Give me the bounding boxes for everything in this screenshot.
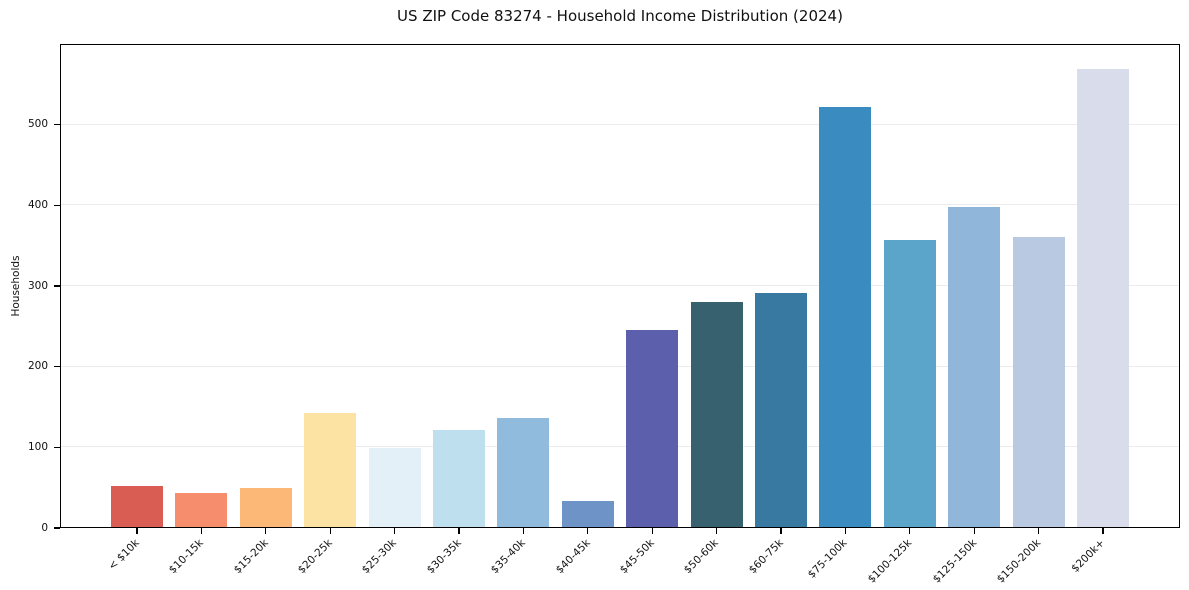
y-tick [53,204,60,206]
bar-40-45k [561,500,614,528]
x-tick [1038,528,1040,534]
x-tick-label-text: $20-25k [295,537,335,577]
x-tick-label-text: $30-35k [424,537,464,577]
y-tick-label: 500 [27,118,48,131]
x-tick [780,528,782,534]
x-tick-label-text: $60-75k [746,537,786,577]
bar-75-100k [819,106,872,528]
x-tick [136,528,138,534]
bar-200k [1077,69,1129,528]
bar-45-50k [626,330,679,528]
x-tick [458,528,460,534]
y-tick [53,527,60,529]
gridline [60,285,1180,286]
x-tick-label-text: $75-100k [806,537,850,581]
bar-100-125k [883,240,936,528]
gridline [60,446,1180,448]
bar-35-40k [497,418,550,528]
chart-title: US ZIP Code 83274 - Household Income Dis… [397,7,843,25]
y-tick [53,366,60,368]
gridline [60,123,1180,125]
x-tick-label-text: $25-30k [359,537,400,577]
x-tick [200,528,202,534]
x-tick-label-text: $150-200k [994,537,1044,586]
x-tick-label-text: $100-125k [865,537,915,586]
x-tick-label-text: $10-15k [166,537,206,577]
x-tick [844,528,846,534]
x-tick-label-text: $200k+ [1069,537,1108,575]
bar-60-75k [755,293,807,528]
bar-150-200k [1012,236,1065,528]
y-tick-label: 0 [41,521,48,534]
x-tick [329,528,331,534]
gridline [60,204,1180,206]
x-tick-label-text: $15-20k [231,537,271,577]
y-tick [53,446,60,448]
x-tick-label-text: $35-40k [488,537,528,577]
bar-50-60k [690,302,743,528]
x-tick [394,528,396,534]
y-tick-label: 300 [27,279,48,292]
x-tick [1102,528,1104,534]
bar-30-35k [433,429,485,528]
x-tick-label-text: $50-60k [681,537,722,577]
x-tick [651,528,653,534]
y-tick-label: 200 [27,360,48,373]
plot-area [60,44,1180,528]
x-tick [265,528,267,534]
bar-10k [111,486,163,528]
y-tick-label: 100 [27,440,48,453]
x-tick [909,528,911,534]
x-tick-label-text: $45-50k [617,537,657,577]
x-tick [522,528,524,534]
x-tick-label-text: $40-45k [553,537,593,577]
x-tick [587,528,589,534]
x-tick-label-text: $125-150k [930,537,979,586]
x-tick [973,528,975,534]
x-tick [716,528,718,534]
bar-20-25k [304,412,357,528]
bar-15-20k [239,487,292,528]
bar-10-15k [175,492,228,528]
bar-125-150k [948,206,1001,528]
bar-25-30k [368,448,421,528]
y-tick-label: 400 [27,198,48,211]
y-tick [53,285,60,287]
gridline [60,365,1180,367]
y-tick [53,124,60,126]
x-tick-label-text: < $10k [105,537,142,573]
